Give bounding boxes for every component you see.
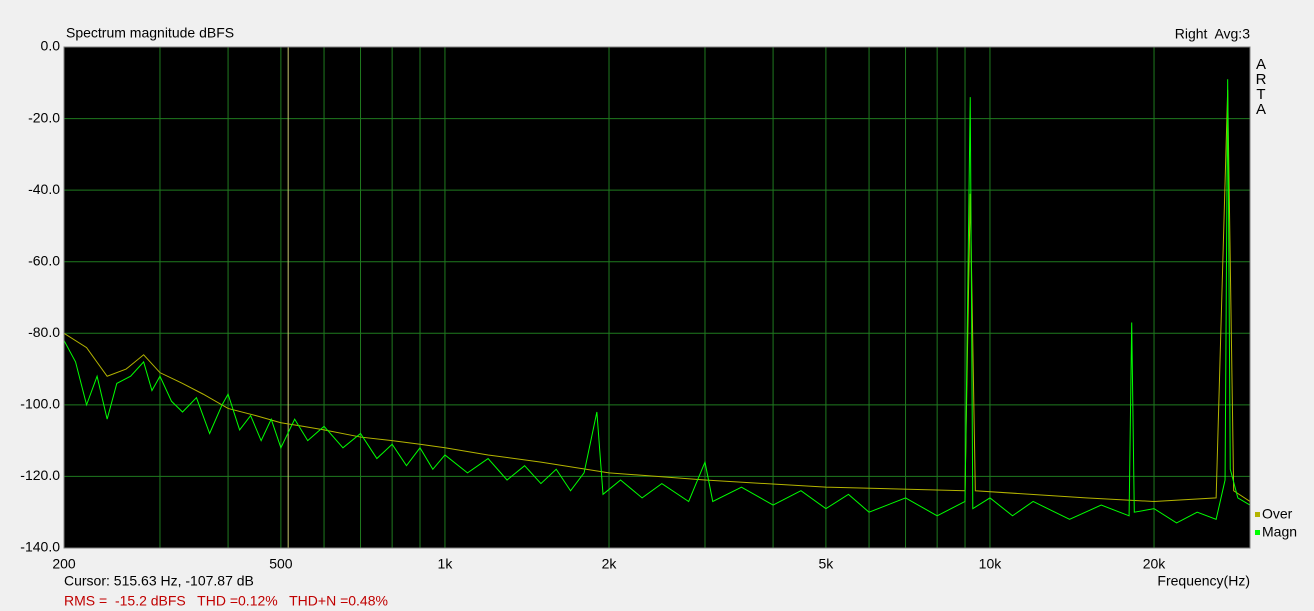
plot-area bbox=[64, 47, 1250, 548]
x-tick-label: 2k bbox=[602, 556, 618, 572]
y-tick-label: -100.0 bbox=[20, 396, 60, 412]
y-tick-label: -80.0 bbox=[28, 324, 60, 340]
cursor-readout: Cursor: 515.63 Hz, -107.87 dB bbox=[64, 573, 254, 589]
x-tick-label: 10k bbox=[979, 556, 1003, 572]
series-line bbox=[64, 89, 1250, 502]
y-tick-label: -140.0 bbox=[20, 539, 60, 555]
x-tick-label: 200 bbox=[52, 556, 76, 572]
y-tick-label: -20.0 bbox=[28, 109, 60, 125]
legend-label: Over bbox=[1262, 506, 1293, 522]
y-tick-label: -60.0 bbox=[28, 252, 60, 268]
x-tick-label: 1k bbox=[438, 556, 454, 572]
y-tick-label: -120.0 bbox=[20, 467, 60, 483]
legend-swatch bbox=[1255, 530, 1260, 535]
series-line bbox=[64, 79, 1250, 524]
legend-swatch bbox=[1255, 512, 1260, 517]
x-tick-label: 5k bbox=[818, 556, 834, 572]
channel-label: Right Avg:3 bbox=[1175, 26, 1250, 42]
logo: ARTA bbox=[1253, 56, 1270, 116]
y-tick-label: -40.0 bbox=[28, 181, 60, 197]
stats: RMS = -15.2 dBFS THD =0.12% THD+N =0.48% bbox=[64, 593, 388, 609]
chart-title: Spectrum magnitude dBFS bbox=[66, 25, 234, 41]
y-tick-label: 0.0 bbox=[41, 38, 61, 54]
x-tick-label: 20k bbox=[1143, 556, 1167, 572]
x-axis-label: Frequency(Hz) bbox=[1157, 573, 1250, 589]
legend-label: Magn bbox=[1262, 524, 1297, 540]
x-tick-label: 500 bbox=[269, 556, 293, 572]
plot-border bbox=[63, 46, 1251, 549]
